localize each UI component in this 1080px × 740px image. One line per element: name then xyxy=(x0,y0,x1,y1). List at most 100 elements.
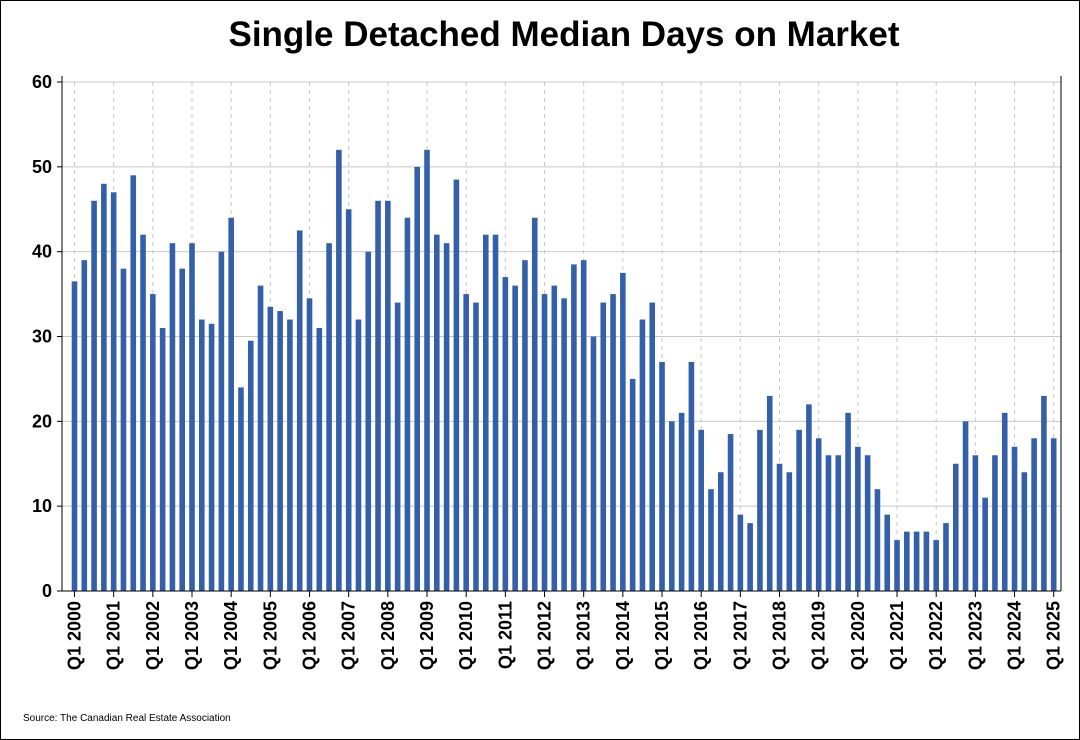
bar xyxy=(649,302,656,591)
bar xyxy=(796,429,802,591)
x-tick-label: Q1 2007 xyxy=(339,601,359,670)
bar xyxy=(110,192,117,592)
y-tick-label: 40 xyxy=(32,242,52,262)
bar xyxy=(394,302,401,591)
bar xyxy=(571,264,577,591)
bar xyxy=(257,285,264,591)
y-tick-label: 30 xyxy=(32,327,52,347)
bar xyxy=(708,489,714,591)
bar xyxy=(982,497,988,591)
bar xyxy=(727,434,734,591)
bar xyxy=(835,455,842,591)
bar xyxy=(894,540,900,591)
x-tick-label: Q1 2018 xyxy=(770,601,790,670)
bar xyxy=(130,175,137,592)
bar xyxy=(296,230,303,592)
x-tick-label: Q1 2021 xyxy=(887,601,907,670)
bar xyxy=(492,234,499,591)
bar xyxy=(453,179,460,591)
bar xyxy=(306,298,313,591)
bar xyxy=(404,217,411,591)
bar xyxy=(473,302,479,591)
bar xyxy=(590,336,597,591)
bar xyxy=(669,421,675,591)
bar xyxy=(287,319,293,591)
bar xyxy=(71,281,78,591)
bar xyxy=(659,361,665,591)
y-tick-label: 60 xyxy=(32,72,52,92)
bar xyxy=(864,455,871,591)
bar xyxy=(855,446,861,591)
axes: 0 10 20 30 40 50 60 Q1 2000 Q1 2001 Q1 2002 Q1 200… xyxy=(32,72,1064,670)
bar xyxy=(238,387,244,591)
bar xyxy=(1031,438,1037,591)
x-tick-label: Q1 2004 xyxy=(221,601,241,670)
x-tick-label: Q1 2001 xyxy=(104,601,124,670)
y-tick-label: 0 xyxy=(42,581,52,601)
bar xyxy=(678,412,685,591)
x-tick-label: Q1 2008 xyxy=(378,601,398,670)
x-tick-label: Q1 2010 xyxy=(456,601,476,670)
x-tick-label: Q1 2019 xyxy=(809,601,829,670)
bar xyxy=(933,540,939,591)
x-tick-label: Q1 2025 xyxy=(1044,601,1064,670)
bar xyxy=(443,243,450,591)
bar xyxy=(1001,412,1008,591)
bar xyxy=(120,268,127,591)
bar xyxy=(91,200,97,591)
bar xyxy=(208,323,215,591)
bar xyxy=(610,294,616,591)
bar xyxy=(806,404,812,591)
bar xyxy=(913,531,920,591)
bar xyxy=(198,319,205,591)
bar xyxy=(101,183,107,592)
bar xyxy=(345,209,352,591)
bar xyxy=(522,260,528,591)
bar xyxy=(482,234,489,591)
bar xyxy=(414,166,421,592)
bar xyxy=(884,514,891,591)
bar xyxy=(845,412,851,591)
bar xyxy=(561,298,567,591)
bar xyxy=(434,234,440,591)
bar xyxy=(737,514,744,591)
bar xyxy=(365,251,372,591)
bar xyxy=(463,294,469,591)
bar xyxy=(502,277,509,591)
bar xyxy=(874,489,881,591)
x-tick-label: Q1 2012 xyxy=(535,601,555,670)
bar xyxy=(228,217,234,591)
y-tick-label: 50 xyxy=(32,157,52,177)
x-tick-label: Q1 2013 xyxy=(574,601,594,670)
bar xyxy=(1050,438,1057,591)
x-tick-label: Q1 2002 xyxy=(143,601,163,670)
x-tick-label: Q1 2006 xyxy=(300,601,320,670)
bar xyxy=(600,302,607,591)
x-tick-label: Q1 2003 xyxy=(182,601,202,670)
bar xyxy=(952,463,959,591)
bar xyxy=(150,294,156,591)
x-tick-label: Q1 2000 xyxy=(65,601,85,670)
bar xyxy=(169,243,176,591)
bar xyxy=(776,463,783,591)
bar xyxy=(629,378,636,591)
bar xyxy=(972,455,979,591)
bar xyxy=(815,438,822,591)
bar xyxy=(757,429,763,591)
bars xyxy=(71,149,1057,592)
x-tick-label: Q1 2014 xyxy=(613,601,633,670)
bar xyxy=(698,429,704,591)
bar xyxy=(1011,446,1018,591)
bar xyxy=(620,272,626,591)
bar xyxy=(424,149,430,591)
bar xyxy=(355,319,362,591)
bar xyxy=(688,361,695,591)
bar xyxy=(747,523,753,591)
x-tick-label: Q1 2022 xyxy=(926,601,946,670)
bar xyxy=(541,294,548,591)
bar xyxy=(923,531,930,591)
bar xyxy=(277,311,283,591)
x-tick-label: Q1 2024 xyxy=(1005,601,1025,670)
